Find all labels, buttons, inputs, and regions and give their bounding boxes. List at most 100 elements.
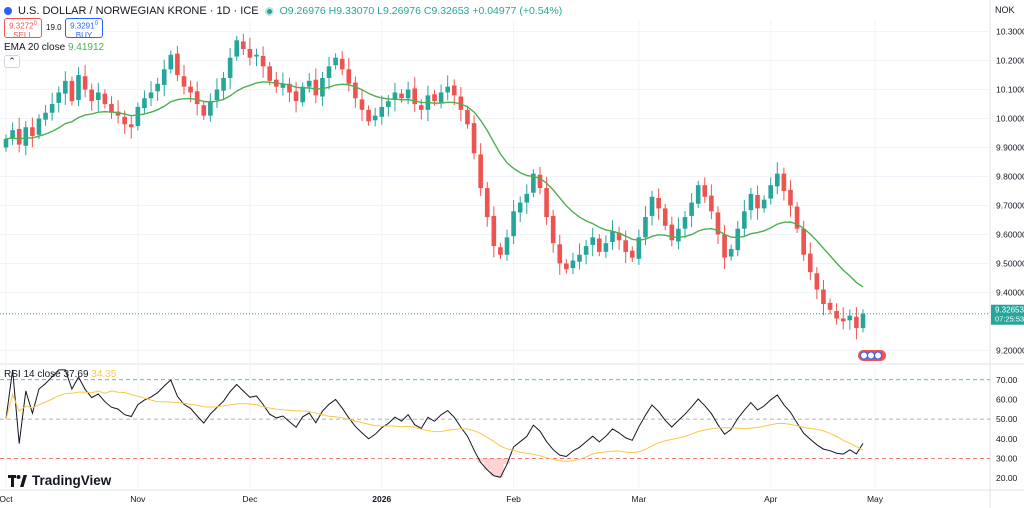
candle-body xyxy=(386,101,391,107)
candle-body xyxy=(458,96,464,110)
open-value: O9.26976 xyxy=(279,5,326,17)
spread-value: 19.0 xyxy=(46,23,62,32)
candle-body xyxy=(168,54,174,70)
candle-body xyxy=(82,76,88,90)
price-tick-label: 10.10000 xyxy=(996,85,1024,95)
candle-body xyxy=(623,240,628,252)
us-flag-icon xyxy=(4,7,12,15)
candle-body xyxy=(478,154,483,189)
candle-body xyxy=(583,246,589,255)
candle-body xyxy=(366,109,371,122)
price-tick-label: 9.80000 xyxy=(996,172,1024,182)
sell-price: 9.3272 xyxy=(9,21,34,31)
time-tick-label: May xyxy=(867,494,884,504)
rsi-oversold-fill xyxy=(497,458,504,478)
candle-body xyxy=(577,254,582,262)
candle-body xyxy=(570,260,576,269)
candle-body xyxy=(102,93,108,105)
candle-body xyxy=(306,80,312,87)
candle-body xyxy=(814,273,820,290)
buy-label: BUY xyxy=(75,30,93,40)
candle-body xyxy=(313,79,319,96)
candle-body xyxy=(10,130,15,139)
event-icon xyxy=(874,351,882,360)
candle-body xyxy=(175,53,180,76)
candle-body xyxy=(128,124,134,128)
sell-label: SELL xyxy=(13,30,33,40)
candle-body xyxy=(23,127,29,146)
candle-body xyxy=(241,41,246,49)
candle-body xyxy=(649,196,655,216)
rsi-value: 37.69 xyxy=(63,369,89,380)
high-value: H9.33070 xyxy=(328,5,375,17)
symbol-header: U.S. DOLLAR / NORWEGIAN KRONE · 1D · ICE… xyxy=(4,3,562,19)
candle-body xyxy=(471,123,477,154)
candle-body xyxy=(320,77,325,97)
candle-body xyxy=(491,215,497,247)
candle-body xyxy=(135,106,141,127)
candle-body xyxy=(629,250,635,258)
price-tick-label: 9.90000 xyxy=(996,143,1024,153)
countdown-label: 07:25:53 xyxy=(995,315,1024,324)
candle-body xyxy=(293,91,299,102)
rsi-tick-label: 40.00 xyxy=(996,434,1018,444)
candle-body xyxy=(801,228,806,255)
candle-body xyxy=(63,80,68,94)
rsi-tick-label: 60.00 xyxy=(996,394,1018,404)
candle-body xyxy=(227,57,233,78)
candle-body xyxy=(109,104,114,113)
candle-body xyxy=(333,57,338,66)
candle-body xyxy=(504,237,510,255)
candle-body xyxy=(854,316,859,329)
candle-body xyxy=(517,202,523,213)
rsi-legend[interactable]: RSI 14 close 37.69 34.35 xyxy=(4,369,116,380)
rsi-line xyxy=(5,369,864,478)
ema-line xyxy=(5,81,864,288)
change-value: +0.04977 (+0.54%) xyxy=(472,5,563,17)
candle-body xyxy=(715,212,721,235)
candle-body xyxy=(840,318,846,322)
market-open-icon xyxy=(264,6,274,16)
candle-body xyxy=(643,217,648,238)
rsi-oversold-fill xyxy=(490,458,498,476)
rsi-ma-line xyxy=(5,390,864,462)
candle-body xyxy=(260,55,266,67)
time-tick-label: Mar xyxy=(632,494,647,504)
candle-body xyxy=(89,89,95,102)
event-icon xyxy=(860,351,868,360)
candle-body xyxy=(834,310,839,319)
candle-body xyxy=(339,58,345,70)
collapse-legend-button[interactable]: ⌃ xyxy=(4,55,20,68)
candle-body xyxy=(590,237,596,245)
candle-body xyxy=(742,211,747,229)
tradingview-logo[interactable]: TradingView xyxy=(8,473,111,488)
rsi-tick-label: 20.00 xyxy=(996,473,1018,483)
rsi-tick-label: 30.00 xyxy=(996,453,1018,463)
candle-body xyxy=(49,104,55,113)
candle-body xyxy=(755,195,760,209)
candle-body xyxy=(557,244,563,264)
candle-body xyxy=(695,185,701,204)
buy-button[interactable]: 9.32910 BUY xyxy=(65,18,103,40)
candle-body xyxy=(689,202,694,216)
candle-body xyxy=(188,86,193,93)
candle-body xyxy=(254,54,259,57)
sell-button[interactable]: 9.32720 SELL xyxy=(4,18,42,40)
candle-body xyxy=(122,116,127,125)
symbol-title[interactable]: U.S. DOLLAR / NORWEGIAN KRONE · 1D · ICE xyxy=(18,5,259,17)
candle-body xyxy=(827,302,833,310)
candle-body xyxy=(524,193,530,203)
candle-body xyxy=(148,92,154,99)
candle-body xyxy=(676,228,681,242)
candle-body xyxy=(76,75,81,100)
currency-selector[interactable]: NOK xyxy=(995,5,1015,15)
ema-legend[interactable]: EMA 20 close 9.41912 xyxy=(4,42,104,53)
candle-body xyxy=(419,105,424,110)
candle-body xyxy=(597,238,602,252)
candle-body xyxy=(761,199,767,209)
candle-body xyxy=(451,85,457,96)
candle-body xyxy=(616,232,622,241)
candle-body xyxy=(346,69,352,84)
price-tick-label: 10.30000 xyxy=(996,27,1024,37)
